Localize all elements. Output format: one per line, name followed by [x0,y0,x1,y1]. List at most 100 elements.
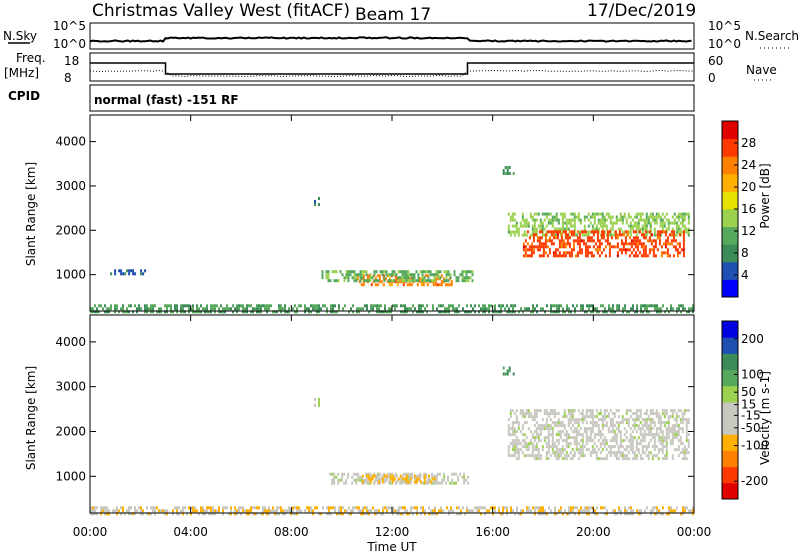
velocity-cell [686,506,688,510]
power-cell [528,307,530,311]
velocity-cell [679,436,682,440]
velocity-cell [572,506,574,510]
velocity-cell [583,415,586,419]
power-cell [675,233,678,237]
velocity-cell [358,509,360,513]
velocity-cell [657,436,660,440]
power-cell [397,270,400,274]
power-cell [575,215,578,219]
velocity-cell [438,509,440,513]
velocity-cell [172,512,174,516]
velocity-cell [669,439,672,443]
velocity-cell [381,480,384,484]
velocity-cell [619,421,622,425]
power-cell [353,273,356,277]
velocity-cell [527,445,530,449]
velocity-cell [218,506,220,510]
velocity-cell [581,409,584,413]
power-cell [677,212,680,216]
velocity-cell [437,481,440,485]
velocity-cell [535,445,538,449]
velocity-cell [583,418,586,422]
velocity-cell [674,509,676,513]
velocity-cell [537,424,540,428]
power-cell [640,233,643,237]
velocity-cell [621,439,624,443]
velocity-cell [587,409,590,413]
velocity-cell [599,451,602,455]
power-cell [654,245,657,249]
velocity-cell [250,509,252,513]
velocity-cell [375,477,378,481]
velocity-cell [376,509,378,513]
velocity-cell [555,433,558,437]
power-cell [538,239,541,243]
velocity-cell [484,506,486,510]
power-cell [659,221,662,225]
velocity-cell [624,512,626,516]
velocity-cell [458,506,460,510]
power-cell [599,233,602,237]
velocity-cell [571,415,574,419]
velocity-cell [122,506,124,510]
power-cell [587,233,590,237]
velocity-cell [506,512,508,516]
velocity-cell [589,439,592,443]
velocity-cell [549,409,552,413]
velocity-cell [621,451,624,455]
power-cell [608,254,611,258]
nsky-tick-top: 10^5 [53,19,86,33]
velocity-cell [561,421,564,425]
velocity-cell [683,418,686,422]
velocity-cell [591,427,594,431]
velocity-cell [533,457,536,461]
power-cell [661,218,664,222]
velocity-cell [344,509,346,513]
velocity-cell [575,439,578,443]
power-cell [588,245,591,249]
power-cell [614,310,616,314]
velocity-cell [516,506,518,510]
power-cell [423,279,426,283]
velocity-cell [246,512,248,516]
velocity-cell [236,512,238,516]
velocity-cell [586,506,588,510]
velocity-colorbar-segment [722,450,738,468]
power-cell [524,245,527,249]
velocity-cell [362,506,364,510]
velocity-cell [341,478,344,482]
power-cell [539,218,542,222]
power-cell [138,307,140,311]
power-cell [383,276,386,280]
power-cell [616,307,618,311]
velocity-cell [513,445,516,449]
power-cell [381,270,384,274]
power-cell [542,254,545,258]
power-cell [332,304,334,308]
power-cell [608,230,611,234]
power-cell [405,273,408,277]
power-cell [568,245,571,249]
power-cell [540,230,543,234]
power-cell [625,233,628,237]
power-cell [611,224,614,228]
power-cell [462,307,464,311]
velocity-cell [615,451,618,455]
velocity-cell [643,424,646,428]
velocity-cell [361,474,364,478]
power-cell [266,307,268,311]
velocity-cell [410,506,412,510]
velocity-cell [539,457,542,461]
power-cell [196,304,198,308]
power-cell [333,279,336,283]
power-cell [450,280,453,284]
power-cell [424,274,427,278]
velocity-cell [116,512,118,516]
power-cell [138,304,140,308]
power-cell [675,227,678,231]
velocity-cell [100,512,102,516]
velocity-cell [572,509,574,513]
velocity-cell [368,512,370,516]
power-cell [597,218,600,222]
velocity-cell [409,472,412,476]
